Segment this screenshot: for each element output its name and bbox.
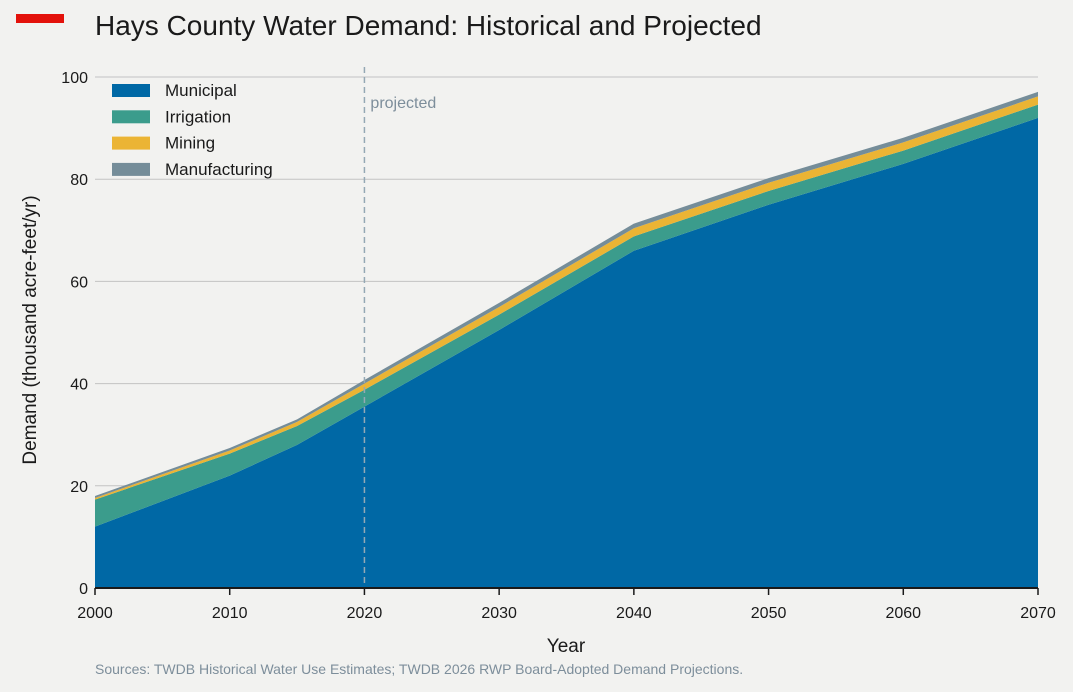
x-tick-label-2000: 2000: [77, 605, 113, 622]
x-axis-title: Year: [547, 636, 586, 657]
legend-swatch-irrigation: [112, 110, 150, 124]
area-series: [95, 91, 1038, 588]
projection-annotation-label: projected: [370, 95, 436, 112]
y-tick-label-20: 20: [70, 479, 88, 496]
x-tick-label-2020: 2020: [347, 605, 383, 622]
x-tick-label-2070: 2070: [1020, 605, 1056, 622]
y-tick-label-60: 60: [70, 274, 88, 291]
area-municipal: [95, 117, 1038, 588]
legend-swatch-municipal: [112, 84, 150, 97]
y-axis-title: Demand (thousand acre-feet/yr): [20, 195, 41, 464]
area-mining: [95, 96, 1038, 500]
legend-label-irrigation: Irrigation: [165, 107, 231, 126]
legend: Municipal Irrigation Mining Manufacturing: [112, 81, 273, 179]
y-tick-label-100: 100: [61, 70, 88, 87]
x-tick-label-2060: 2060: [885, 605, 921, 622]
chart-title: Hays County Water Demand: Historical and…: [95, 10, 762, 41]
legend-swatch-mining: [112, 136, 150, 150]
annotation-group: projected: [363, 67, 436, 588]
area-irrigation: [95, 104, 1038, 527]
x-tick-label-2030: 2030: [481, 605, 517, 622]
legend-label-mining: Mining: [165, 134, 215, 153]
x-tick-label-2040: 2040: [616, 605, 652, 622]
legend-label-manufacturing: Manufacturing: [165, 160, 273, 179]
y-tick-label-40: 40: [70, 377, 88, 394]
source-note: Sources: TWDB Historical Water Use Estim…: [95, 661, 744, 677]
accent-bar: [16, 14, 64, 23]
y-tick-label-80: 80: [70, 172, 88, 189]
x-tick-label-2050: 2050: [751, 605, 787, 622]
x-tick-label-2010: 2010: [212, 605, 248, 622]
legend-label-municipal: Municipal: [165, 81, 237, 100]
y-tick-label-0: 0: [79, 581, 88, 598]
legend-swatch-manufacturing: [112, 162, 150, 176]
